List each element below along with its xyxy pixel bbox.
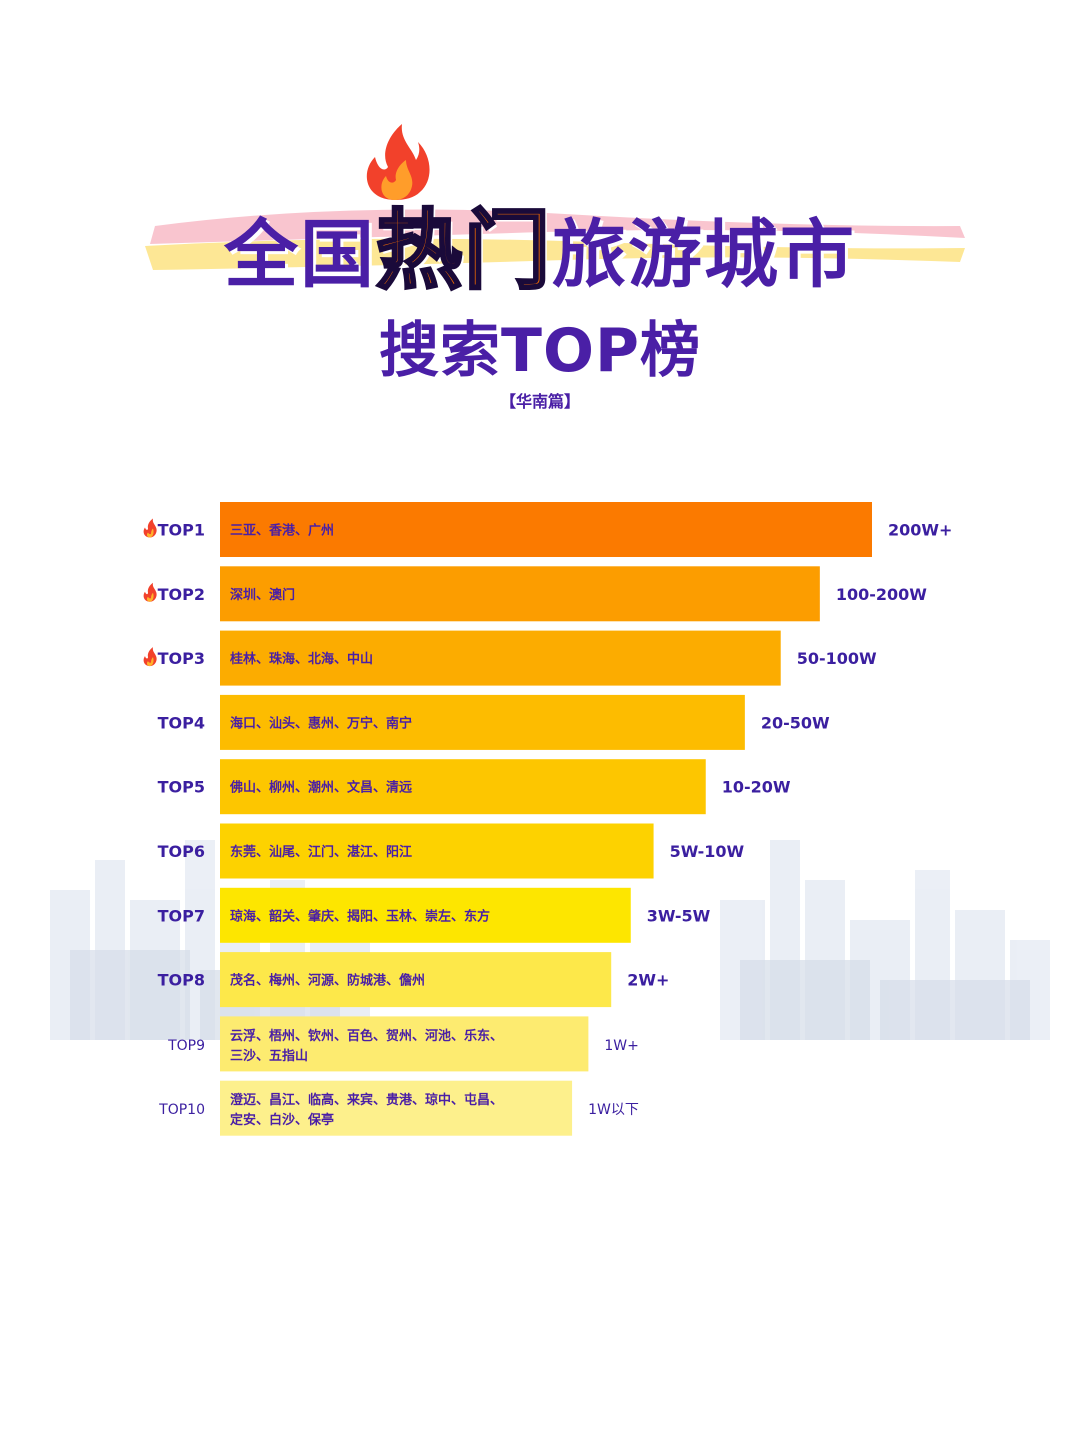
title-hot: 热门: [375, 200, 552, 303]
rank-flame-icon-3: [143, 647, 157, 667]
rank-label-6: TOP6: [158, 842, 205, 861]
rank-label-5: TOP5: [158, 778, 205, 797]
bar-top4: [220, 694, 745, 750]
value-label-1: 200W+: [888, 521, 952, 540]
city-list-7: 琼海、韶关、肇庆、揭阳、玉林、崇左、东方: [230, 908, 490, 924]
bar-top10: [220, 1080, 573, 1136]
bar-top7: [220, 887, 631, 943]
bar-top1: [220, 502, 872, 557]
rank-label-1: TOP1: [158, 521, 205, 540]
header: 全国热门旅游城市 搜索TOP榜 【华南篇】: [0, 0, 1080, 440]
title-part2: 旅游城市: [552, 212, 856, 298]
city-list-6: 东莞、汕尾、江门、湛江、阳江: [230, 844, 412, 860]
city-list-3: 桂林、珠海、北海、中山: [229, 651, 373, 667]
value-label-3: 50-100W: [797, 649, 877, 668]
city-list-10-line-2: 定安、白沙、保亭: [229, 1112, 334, 1128]
region-subtitle: 【华南篇】: [499, 392, 580, 411]
city-list-9-line-1: 云浮、梧州、钦州、百色、贺州、河池、乐东、: [230, 1028, 503, 1044]
rank-label-4: TOP4: [158, 713, 205, 732]
value-label-8: 2W+: [627, 971, 669, 990]
ranking-bar-chart: TOP1 三亚、香港、广州 200W+ TOP2 深圳、澳门 100-200W TOP3 桂林…: [143, 502, 952, 1136]
city-list-1: 三亚、香港、广州: [230, 523, 334, 539]
city-list-10-line-1: 澄迈、昌江、临高、来宾、贵港、琼中、屯昌、: [230, 1092, 503, 1108]
value-label-6: 5W-10W: [670, 842, 745, 861]
bar-top6: [220, 823, 654, 879]
bar-top8: [220, 952, 612, 1008]
flame-icon: [366, 124, 430, 200]
value-label-7: 3W-5W: [647, 906, 711, 925]
value-label-5: 10-20W: [722, 778, 791, 797]
rank-flame-icon-2: [143, 582, 157, 602]
rank-label-9: TOP9: [167, 1038, 205, 1054]
bar-top2: [220, 566, 820, 622]
brush-stroke-decoration: [145, 209, 965, 270]
rank-flame-icon-1: [143, 518, 157, 538]
rank-label-10: TOP10: [158, 1102, 205, 1118]
city-list-2: 深圳、澳门: [230, 587, 295, 603]
rank-label-2: TOP2: [158, 585, 205, 604]
value-label-4: 20-50W: [761, 713, 830, 732]
city-list-8: 茂名、梅州、河源、防城港、儋州: [230, 973, 425, 989]
bar-top9: [220, 1016, 589, 1072]
city-list-4: 海口、汕头、惠州、万宁、南宁: [230, 715, 412, 731]
page-subtitle-title: 搜索TOP榜: [379, 316, 701, 386]
value-label-9: 1W+: [604, 1038, 638, 1054]
rank-label-3: TOP3: [158, 649, 205, 668]
rank-label-7: TOP7: [158, 906, 205, 925]
rank-label-8: TOP8: [158, 971, 205, 990]
value-label-10: 1W以下: [588, 1102, 639, 1118]
city-list-5: 佛山、柳州、潮州、文昌、清远: [229, 780, 412, 796]
bar-top3: [220, 630, 781, 686]
page-title: 全国热门旅游城市: [0, 180, 1080, 305]
title-part1: 全国: [224, 212, 376, 298]
value-label-2: 100-200W: [836, 585, 927, 604]
city-list-9-line-2: 三沙、五指山: [230, 1048, 308, 1064]
bar-top5: [220, 759, 706, 815]
